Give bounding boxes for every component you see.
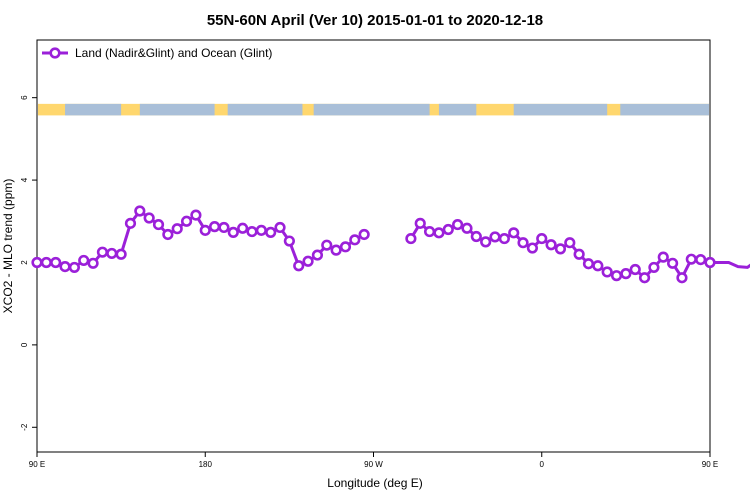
y-tick-label: 6 [20, 95, 29, 100]
data-point [227, 226, 239, 239]
data-point [283, 235, 295, 247]
data-point [68, 261, 80, 274]
strip-ocean [227, 103, 303, 116]
land-ocean-strip [38, 103, 709, 116]
legend-label: Land (Nadir&Glint) and Ocean (Glint) [75, 46, 272, 60]
data-point [143, 212, 155, 224]
data-point [638, 272, 651, 284]
data-point [545, 239, 557, 251]
y-axis-label: XCO2 - MLO trend (ppm) [1, 179, 15, 314]
plot-frame [36, 39, 711, 453]
data-point [564, 237, 576, 249]
data-point [423, 225, 436, 238]
x-axis: 90 E 180 90 W 0 90 E [29, 452, 718, 469]
data-point [293, 260, 305, 272]
data-point [695, 253, 707, 266]
data-point [405, 232, 417, 245]
series-layer [31, 205, 750, 284]
data-point [162, 228, 174, 241]
data-point [311, 249, 324, 261]
y-tick-label: 2 [20, 260, 29, 265]
data-point [508, 227, 520, 239]
data-point [302, 255, 314, 267]
legend: Land (Nadir&Glint) and Ocean (Glint) [42, 46, 272, 60]
chart-title: 55N-60N April (Ver 10) 2015-01-01 to 202… [207, 12, 543, 29]
data-point [498, 232, 510, 245]
data-point [610, 270, 623, 282]
data-point [620, 268, 632, 280]
data-point [134, 205, 146, 217]
strip-ocean [313, 103, 430, 116]
data-point [592, 260, 604, 272]
data-point [152, 218, 165, 231]
y-tick-label: -2 [20, 423, 29, 431]
data-point [470, 230, 482, 243]
data-point [601, 266, 613, 278]
data-point [50, 256, 62, 269]
y-axis: -2 0 2 4 6 [20, 95, 37, 431]
data-point [199, 224, 211, 236]
data-point [536, 232, 548, 245]
data-point [339, 241, 352, 253]
y-tick-label: 4 [20, 177, 29, 182]
data-point [358, 228, 370, 241]
data-point [433, 227, 445, 239]
data-point [461, 222, 473, 234]
data-point [676, 272, 688, 284]
data-point [526, 242, 539, 254]
data-point [246, 225, 258, 238]
data-point [31, 256, 43, 269]
x-tick-label: 180 [199, 460, 213, 469]
data-point [452, 218, 464, 231]
x-tick-label: 90 W [364, 460, 383, 469]
data-point [442, 223, 454, 236]
x-tick-label: 90 E [29, 460, 45, 469]
data-point [40, 256, 52, 269]
y-tick-label: 0 [20, 342, 29, 347]
strip-ocean [65, 103, 122, 116]
data-point [106, 247, 118, 260]
data-point [517, 237, 529, 249]
data-point [208, 221, 221, 233]
data-point [554, 243, 567, 255]
data-point [414, 217, 426, 229]
data-point [667, 257, 679, 269]
strip-ocean [438, 103, 477, 116]
data-point [629, 263, 641, 276]
data-point [78, 254, 90, 267]
data-point [180, 215, 193, 227]
data-point [96, 246, 109, 258]
data-point [265, 226, 277, 239]
data-point [115, 248, 127, 260]
data-point [274, 221, 286, 234]
strip-ocean [513, 103, 608, 116]
data-point [648, 261, 660, 274]
data-point [190, 209, 202, 221]
data-point [171, 223, 183, 235]
data-point [573, 248, 585, 260]
data-point [59, 261, 71, 273]
data-point [87, 257, 99, 269]
x-tick-label: 0 [540, 460, 545, 469]
strip-ocean [620, 103, 709, 116]
data-point [480, 236, 492, 248]
data-point [489, 231, 501, 243]
data-point [704, 256, 716, 269]
x-tick-label: 90 E [702, 460, 718, 469]
data-point [657, 251, 669, 263]
data-point [685, 253, 697, 265]
data-point [218, 221, 230, 234]
legend-marker [49, 47, 61, 59]
data-point [582, 258, 595, 270]
data-point [237, 222, 249, 234]
data-point [330, 244, 342, 256]
data-point [321, 239, 333, 251]
x-axis-label: Longitude (deg E) [327, 476, 422, 490]
data-point [255, 224, 267, 236]
data-point [124, 217, 137, 229]
data-point [349, 234, 361, 246]
strip-ocean [139, 103, 215, 116]
